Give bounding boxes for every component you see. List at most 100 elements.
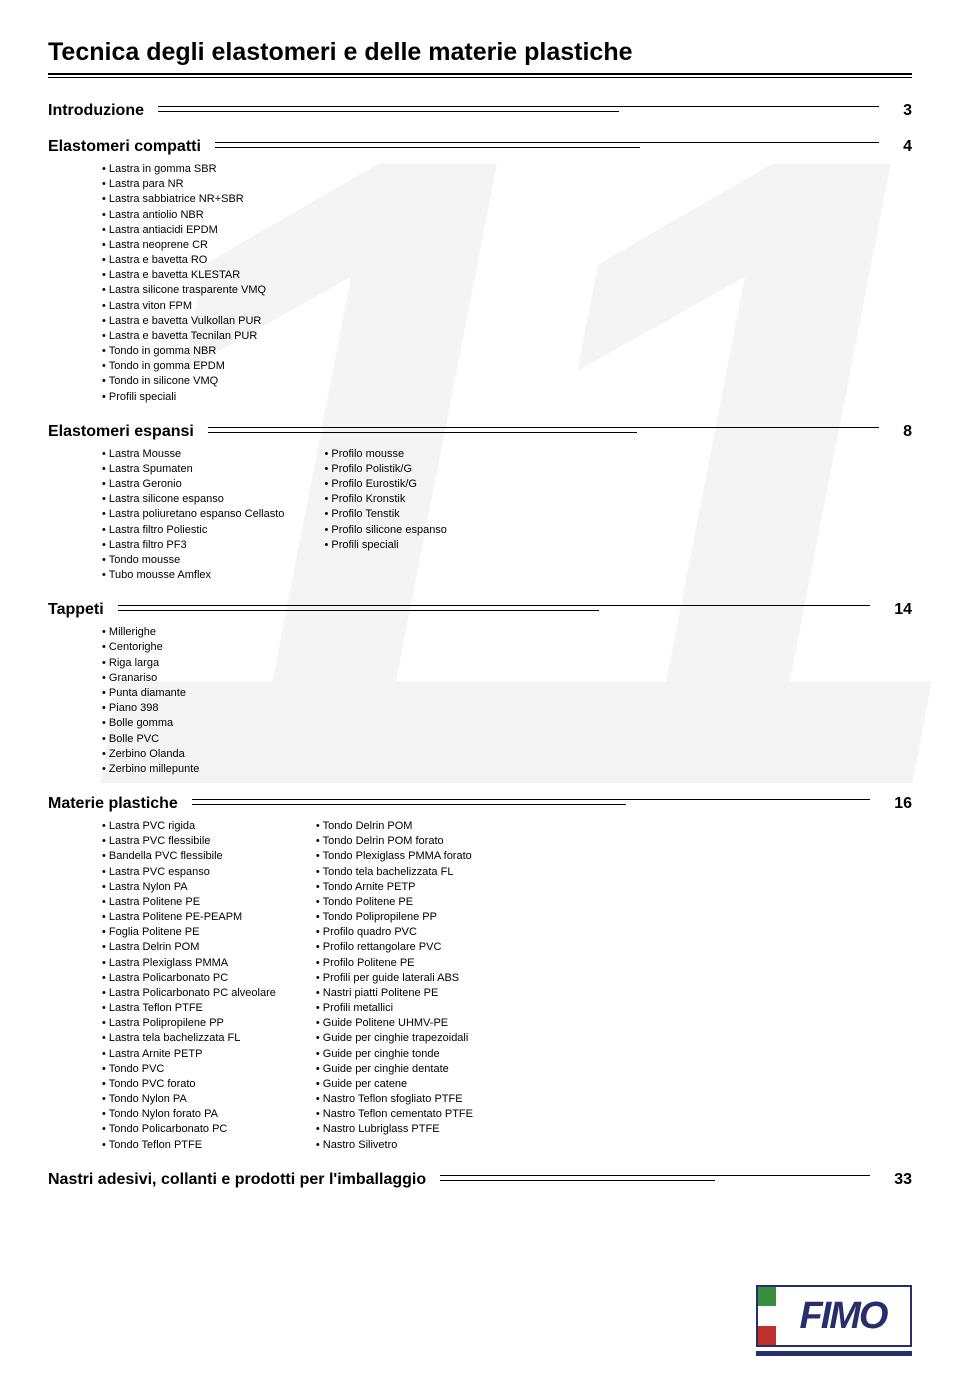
list-item: Profili metallici — [316, 1001, 473, 1016]
list-item: Lastra Delrin POM — [102, 940, 276, 955]
section-page-number: 14 — [894, 601, 912, 619]
list-item: Lastra Arnite PETP — [102, 1047, 276, 1062]
list-item: Profilo mousse — [324, 447, 447, 462]
list-item: Lastra antiolio NBR — [102, 208, 266, 223]
list-item: Zerbino Olanda — [102, 747, 199, 762]
section-title: Tappeti — [48, 601, 104, 619]
toc-section: Elastomeri compatti4Lastra in gomma SBRL… — [48, 138, 912, 405]
section-page-number: 3 — [903, 102, 912, 120]
list-item: Lastra antiacidi EPDM — [102, 223, 266, 238]
section-head: Elastomeri compatti 4 — [48, 138, 912, 156]
list-item: Lastra e bavetta Vulkollan PUR — [102, 314, 266, 329]
list-item: Lastra filtro PF3 — [102, 538, 284, 553]
item-list: Tondo Delrin POMTondo Delrin POM foratoT… — [316, 819, 473, 1153]
section-page-number: 16 — [894, 795, 912, 813]
page-content: Tecnica degli elastomeri e delle materie… — [48, 38, 912, 1189]
list-item: Profilo silicone espanso — [324, 523, 447, 538]
section-title: Introduzione — [48, 102, 144, 120]
section-column: Lastra MousseLastra SpumatenLastra Geron… — [102, 447, 284, 584]
list-item: Punta diamante — [102, 686, 199, 701]
list-item: Nastro Teflon cementato PTFE — [316, 1107, 473, 1122]
list-item: Nastro Teflon sfogliato PTFE — [316, 1092, 473, 1107]
toc-section: Materie plastiche16Lastra PVC rigidaLast… — [48, 795, 912, 1153]
list-item: Riga larga — [102, 656, 199, 671]
list-item: Millerighe — [102, 625, 199, 640]
list-item: Tondo Polipropilene PP — [316, 910, 473, 925]
section-title: Nastri adesivi, collanti e prodotti per … — [48, 1171, 426, 1189]
list-item: Lastra PVC flessibile — [102, 834, 276, 849]
list-item: Tondo Politene PE — [316, 895, 473, 910]
list-item: Tondo Policarbonato PC — [102, 1122, 276, 1137]
list-item: Tondo Delrin POM — [316, 819, 473, 834]
list-item: Lastra tela bachelizzata FL — [102, 1031, 276, 1046]
list-item: Tondo Plexiglass PMMA forato — [316, 849, 473, 864]
list-item: Foglia Politene PE — [102, 925, 276, 940]
section-columns: Lastra MousseLastra SpumatenLastra Geron… — [48, 441, 912, 584]
section-rule — [158, 103, 879, 115]
list-item: Guide per catene — [316, 1077, 473, 1092]
list-item: Lastra para NR — [102, 177, 266, 192]
list-item: Nastro Lubriglass PTFE — [316, 1122, 473, 1137]
section-page-number: 4 — [903, 138, 912, 156]
section-title: Materie plastiche — [48, 795, 178, 813]
list-item: Profilo Kronstik — [324, 492, 447, 507]
title-rule-heavy — [48, 73, 912, 75]
list-item: Lastra neoprene CR — [102, 238, 266, 253]
list-item: Lastra sabbiatrice NR+SBR — [102, 192, 266, 207]
list-item: Nastro Silivetro — [316, 1138, 473, 1153]
section-title: Elastomeri espansi — [48, 423, 194, 441]
section-columns: MillerigheCentorigheRiga largaGranarisoP… — [48, 619, 912, 777]
list-item: Tondo Delrin POM forato — [316, 834, 473, 849]
list-item: Tondo Nylon PA — [102, 1092, 276, 1107]
section-head: Tappeti 14 — [48, 601, 912, 619]
list-item: Guide Politene UHMV-PE — [316, 1016, 473, 1031]
item-list: Lastra in gomma SBRLastra para NRLastra … — [102, 162, 266, 405]
list-item: Guide per cinghie dentate — [316, 1062, 473, 1077]
item-list: Lastra PVC rigidaLastra PVC flessibileBa… — [102, 819, 276, 1153]
section-column: Lastra PVC rigidaLastra PVC flessibileBa… — [102, 819, 276, 1153]
section-title: Elastomeri compatti — [48, 138, 201, 156]
list-item: Profilo Eurostik/G — [324, 477, 447, 492]
list-item: Lastra Politene PE-PEAPM — [102, 910, 276, 925]
list-item: Tondo in gomma EPDM — [102, 359, 266, 374]
section-rule — [440, 1172, 870, 1184]
list-item: Lastra Polipropilene PP — [102, 1016, 276, 1031]
list-item: Lastra poliuretano espanso Cellasto — [102, 507, 284, 522]
list-item: Profilo Politene PE — [316, 956, 473, 971]
list-item: Profili per guide laterali ABS — [316, 971, 473, 986]
list-item: Tondo Nylon forato PA — [102, 1107, 276, 1122]
list-item: Tondo PVC forato — [102, 1077, 276, 1092]
list-item: Profilo rettangolare PVC — [316, 940, 473, 955]
list-item: Lastra Mousse — [102, 447, 284, 462]
title-rule-thin — [48, 77, 912, 78]
toc-section: Introduzione 3 — [48, 102, 912, 120]
list-item: Bolle PVC — [102, 732, 199, 747]
list-item: Tondo mousse — [102, 553, 284, 568]
section-rule — [215, 139, 879, 151]
section-head: Introduzione 3 — [48, 102, 912, 120]
item-list: Lastra MousseLastra SpumatenLastra Geron… — [102, 447, 284, 584]
list-item: Tondo Arnite PETP — [316, 880, 473, 895]
list-item: Zerbino millepunte — [102, 762, 199, 777]
section-head: Nastri adesivi, collanti e prodotti per … — [48, 1171, 912, 1189]
list-item: Lastra filtro Poliestic — [102, 523, 284, 538]
list-item: Lastra silicone trasparente VMQ — [102, 283, 266, 298]
list-item: Profilo Tenstik — [324, 507, 447, 522]
list-item: Lastra e bavetta Tecnilan PUR — [102, 329, 266, 344]
toc-section: Elastomeri espansi8Lastra MousseLastra S… — [48, 423, 912, 584]
item-list: MillerigheCentorigheRiga largaGranarisoP… — [102, 625, 199, 777]
page-title: Tecnica degli elastomeri e delle materie… — [48, 38, 912, 67]
list-item: Lastra Policarbonato PC — [102, 971, 276, 986]
list-item: Lastra Spumaten — [102, 462, 284, 477]
section-rule — [208, 424, 879, 436]
list-item: Piano 398 — [102, 701, 199, 716]
list-item: Lastra in gomma SBR — [102, 162, 266, 177]
list-item: Lastra silicone espanso — [102, 492, 284, 507]
section-head: Materie plastiche 16 — [48, 795, 912, 813]
list-item: Lastra PVC espanso — [102, 865, 276, 880]
list-item: Profilo quadro PVC — [316, 925, 473, 940]
logo-underline — [756, 1351, 912, 1356]
list-item: Tondo Teflon PTFE — [102, 1138, 276, 1153]
list-item: Lastra PVC rigida — [102, 819, 276, 834]
list-item: Centorighe — [102, 640, 199, 655]
